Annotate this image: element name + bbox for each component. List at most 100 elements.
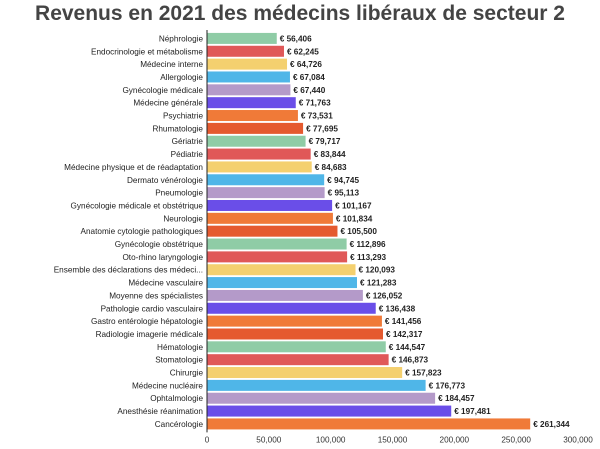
value-label: € 101,834 <box>336 214 373 223</box>
bar <box>207 289 363 301</box>
category-label: Chirurgie <box>170 369 204 378</box>
chart-title: Revenus en 2021 des médecins libéraux de… <box>35 2 565 25</box>
value-label: € 73,531 <box>301 112 333 121</box>
category-label: Allergologie <box>160 73 203 82</box>
value-label: € 176,773 <box>429 381 466 390</box>
category-label: Pneumologie <box>155 189 203 198</box>
x-axis: 0 50,000 100,000 150,000 200,000 250,000 300,0… <box>205 30 593 444</box>
category-label: Anesthésie réanimation <box>117 407 203 416</box>
category-label: Stomatologie <box>155 356 203 365</box>
bar <box>207 122 304 134</box>
bar <box>207 161 312 173</box>
bar <box>207 328 383 340</box>
bar <box>207 264 356 276</box>
value-label: € 184,457 <box>438 394 475 403</box>
bar <box>207 238 347 250</box>
bar <box>207 277 357 289</box>
value-label: € 120,093 <box>359 266 396 275</box>
category-label: Gynécologie médicale et obstétrique <box>71 201 204 210</box>
category-label: Psychiatrie <box>163 112 203 121</box>
x-tick-label: 0 <box>205 435 210 444</box>
category-labels: Néphrologie Endocrinologie et métabolisme… <box>54 34 204 429</box>
bar <box>207 302 376 314</box>
bar <box>207 418 531 430</box>
category-label: Moyenne des spécialistes <box>109 291 203 300</box>
bar <box>207 251 348 263</box>
value-label: € 105,500 <box>340 227 377 236</box>
value-label: € 146,873 <box>392 356 429 365</box>
x-tick-label: 250,000 <box>501 435 531 444</box>
value-label: € 142,317 <box>386 330 423 339</box>
bar <box>207 367 403 379</box>
bar <box>207 32 277 44</box>
category-label: Gériatrie <box>172 137 204 146</box>
value-label: € 94,745 <box>327 176 359 185</box>
bar <box>207 58 288 70</box>
value-label: € 56,406 <box>280 34 312 43</box>
x-tick-label: 200,000 <box>440 435 470 444</box>
category-label: Dermato vénérologie <box>127 176 203 185</box>
x-tick-label: 300,000 <box>563 435 593 444</box>
bar <box>207 225 338 237</box>
x-tick-label: 150,000 <box>378 435 408 444</box>
x-tick-label: 50,000 <box>256 435 281 444</box>
category-label: Médecine générale <box>133 99 203 108</box>
value-label: € 113,293 <box>350 253 386 262</box>
bar <box>207 45 284 57</box>
bar <box>207 379 426 391</box>
category-label: Gynécologie médicale <box>122 86 203 95</box>
bar <box>207 212 333 224</box>
bars-layer <box>207 32 531 430</box>
bar <box>207 110 298 122</box>
category-label: Oto-rhino laryngologie <box>122 253 203 262</box>
category-label: Endocrinologie et métabolisme <box>91 47 203 56</box>
category-label: Médecine vasculaire <box>128 279 203 288</box>
value-label: € 261,344 <box>533 420 570 429</box>
value-label: € 67,084 <box>293 73 325 82</box>
bar <box>207 71 290 83</box>
bar <box>207 199 333 211</box>
bar <box>207 341 386 353</box>
bar <box>207 187 325 199</box>
category-label: Rhumatologie <box>152 124 203 133</box>
category-label: Médecine nucléaire <box>132 381 203 390</box>
value-label: € 95,113 <box>328 189 360 198</box>
category-label: Anatomie cytologie pathologiques <box>81 227 203 236</box>
bar <box>207 84 291 96</box>
value-label: € 112,896 <box>350 240 386 249</box>
category-label: Ophtalmologie <box>150 394 203 403</box>
bar <box>207 354 389 366</box>
category-label: Pédiatrie <box>171 150 204 159</box>
value-label: € 126,052 <box>366 291 403 300</box>
value-label: € 84,683 <box>315 163 347 172</box>
bar <box>207 148 311 160</box>
value-label: € 83,844 <box>314 150 346 159</box>
value-label: € 64,726 <box>290 60 322 69</box>
category-label: Médecine physique et de réadaptation <box>64 163 203 172</box>
value-label: € 79,717 <box>309 137 341 146</box>
category-label: Gynécologie obstétrique <box>115 240 204 249</box>
value-label: € 121,283 <box>360 279 397 288</box>
bar <box>207 315 382 327</box>
category-label: Cancérologie <box>155 420 204 429</box>
bar <box>207 174 325 186</box>
category-label: Pathologie cardio vasculaire <box>101 304 204 313</box>
category-label: Néphrologie <box>159 34 204 43</box>
value-label: € 77,695 <box>306 124 338 133</box>
category-label: Médecine interne <box>140 60 203 69</box>
value-label: € 62,245 <box>287 47 319 56</box>
category-label: Gastro entérologie hépatologie <box>91 317 203 326</box>
bar <box>207 405 452 417</box>
x-tick-label: 100,000 <box>316 435 346 444</box>
value-label: € 197,481 <box>454 407 491 416</box>
value-label: € 157,823 <box>405 369 442 378</box>
category-label: Neurologie <box>163 214 203 223</box>
value-label: € 71,763 <box>299 99 331 108</box>
value-label: € 141,456 <box>385 317 422 326</box>
category-label: Radiologie imagerie médicale <box>96 330 204 339</box>
bar <box>207 135 306 147</box>
value-label: € 101,167 <box>335 201 372 210</box>
value-label: € 136,438 <box>379 304 416 313</box>
category-label: Ensemble des déclarations des médeci... <box>54 266 203 275</box>
